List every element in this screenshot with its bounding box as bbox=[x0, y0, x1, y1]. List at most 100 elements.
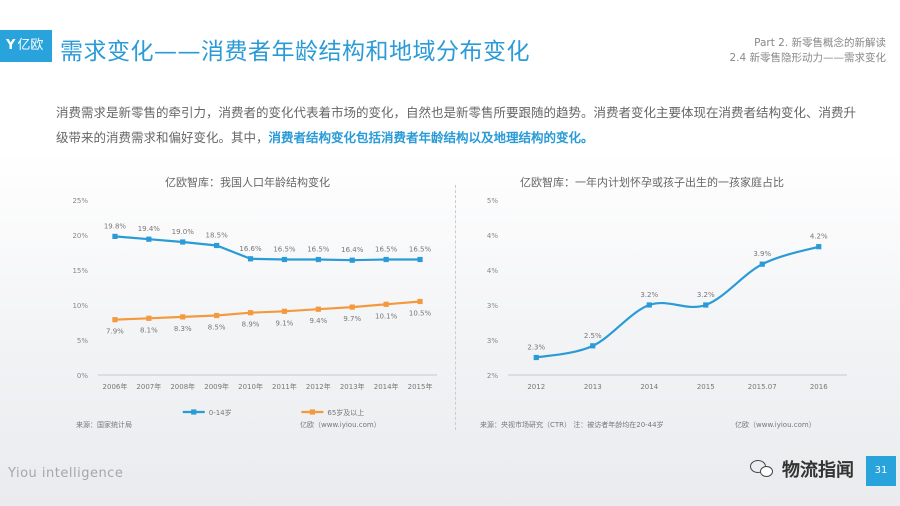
y-tick-label: 5% bbox=[77, 337, 88, 345]
data-point bbox=[180, 239, 186, 245]
data-point bbox=[533, 354, 539, 361]
x-tick-label: 2009年 bbox=[204, 382, 229, 391]
data-point bbox=[703, 302, 709, 308]
data-point bbox=[349, 257, 355, 263]
data-label: 8.1% bbox=[140, 326, 158, 334]
data-label: 16.4% bbox=[341, 246, 364, 254]
left-chart-credit: 亿欧（www.iyiou.com） bbox=[300, 421, 381, 429]
right-chart-credit: 亿欧（www.iyiou.com） bbox=[735, 421, 816, 429]
x-tick-label: 2015年 bbox=[408, 382, 433, 391]
right-chart-source: 来源：央视市场研究（CTR） 注：被访者年龄均在20-44岁 bbox=[480, 421, 664, 429]
series-line bbox=[114, 235, 421, 262]
data-point bbox=[816, 244, 822, 250]
page-number: 31 bbox=[866, 456, 896, 486]
y-tick-label: 5% bbox=[487, 197, 498, 205]
intro-paragraph: 消费需求是新零售的牵引力，消费者的变化代表着市场的变化，自然也是新零售所要跟随的… bbox=[56, 100, 856, 150]
data-label: 10.5% bbox=[409, 310, 432, 318]
data-label: 16.5% bbox=[273, 246, 296, 254]
x-tick-label: 2007年 bbox=[136, 382, 161, 391]
x-tick-label: 2006年 bbox=[103, 382, 128, 391]
x-tick-label: 2015 bbox=[697, 383, 715, 391]
left-chart-title: 亿欧智库：我国人口年龄结构变化 bbox=[165, 176, 330, 189]
background-shade bbox=[0, 150, 900, 506]
data-point bbox=[315, 256, 321, 263]
data-label: 18.5% bbox=[206, 232, 229, 240]
breadcrumb-section: 2.4 新零售隐形动力——需求变化 bbox=[729, 52, 886, 64]
data-label: 16.5% bbox=[307, 246, 330, 254]
data-point bbox=[590, 343, 596, 349]
data-label: 19.8% bbox=[104, 222, 127, 230]
legend-marker bbox=[309, 409, 315, 415]
logo-text: 亿欧 bbox=[17, 38, 44, 53]
x-tick-label: 2010年 bbox=[238, 382, 263, 391]
intro-text: 消费需求是新零售的牵引力，消费者的变化代表着市场的变化，自然也是新零售所要跟随的… bbox=[56, 105, 857, 145]
wechat-account-name: 物流指闻 bbox=[782, 460, 854, 481]
breadcrumb: Part 2. 新零售概念的新解读 2.4 新零售隐形动力——需求变化 bbox=[729, 36, 886, 66]
data-point bbox=[759, 261, 765, 267]
y-tick-label: 4% bbox=[487, 267, 498, 275]
data-label: 7.9% bbox=[106, 328, 124, 336]
legend-label: 65岁及以上 bbox=[327, 408, 364, 417]
y-tick-label: 3% bbox=[487, 302, 498, 310]
data-label: 19.0% bbox=[172, 228, 195, 236]
legend-marker bbox=[191, 409, 197, 415]
data-point bbox=[383, 301, 389, 307]
y-tick-label: 20% bbox=[72, 232, 88, 240]
logo: Y 亿欧 bbox=[0, 30, 52, 62]
data-point bbox=[112, 233, 118, 239]
data-label: 3.2% bbox=[697, 291, 715, 299]
data-point bbox=[247, 256, 254, 262]
data-point bbox=[214, 312, 220, 319]
x-tick-label: 2015.07 bbox=[748, 383, 777, 391]
y-tick-label: 25% bbox=[72, 197, 88, 205]
footer-brand: Yiou intelligence bbox=[8, 466, 124, 481]
x-tick-label: 2014 bbox=[640, 383, 658, 391]
data-point bbox=[383, 256, 389, 263]
data-label: 3.2% bbox=[640, 291, 658, 299]
data-point bbox=[417, 256, 423, 263]
y-tick-label: 3% bbox=[487, 337, 498, 345]
data-label: 10.1% bbox=[375, 312, 398, 320]
data-label: 16.5% bbox=[409, 246, 432, 254]
data-point bbox=[214, 242, 220, 249]
left-chart-source: 来源：国家统计局 bbox=[76, 421, 132, 429]
x-tick-label: 2013 bbox=[584, 383, 602, 391]
data-point bbox=[281, 256, 288, 263]
data-label: 16.6% bbox=[239, 245, 262, 253]
y-tick-label: 2% bbox=[487, 372, 498, 380]
data-point bbox=[646, 302, 652, 308]
data-point bbox=[281, 308, 288, 314]
data-point bbox=[315, 306, 321, 312]
data-label: 9.4% bbox=[309, 317, 327, 325]
y-tick-label: 15% bbox=[72, 267, 88, 275]
data-point bbox=[349, 304, 355, 310]
data-label: 9.1% bbox=[276, 319, 294, 327]
data-point bbox=[417, 298, 423, 305]
wechat-account: 物流指闻 bbox=[750, 456, 854, 482]
x-tick-label: 2016 bbox=[810, 383, 828, 391]
x-tick-label: 2012年 bbox=[306, 382, 331, 391]
data-point bbox=[112, 317, 118, 323]
data-label: 8.3% bbox=[174, 325, 192, 333]
x-tick-label: 2012 bbox=[527, 383, 545, 391]
legend-label: 0-14岁 bbox=[209, 408, 232, 417]
page-title: 需求变化——消费者年龄结构和地域分布变化 bbox=[60, 39, 530, 65]
chart-divider bbox=[455, 185, 456, 430]
y-tick-label: 4% bbox=[487, 232, 498, 240]
data-point bbox=[180, 314, 186, 320]
data-label: 8.5% bbox=[208, 324, 226, 332]
data-label: 9.7% bbox=[343, 315, 361, 323]
age-structure-chart: 0% 5% 10% 15% 20% 25% 2006年 2007年 2008年 2009年 2010… bbox=[72, 197, 437, 417]
logo-mark: Y bbox=[6, 38, 16, 53]
x-tick-label: 2011年 bbox=[272, 382, 297, 391]
data-point bbox=[146, 315, 152, 321]
right-chart-title: 亿欧智库：一年内计划怀孕或孩子出生的一孩家庭占比 bbox=[520, 176, 784, 189]
series-line bbox=[114, 300, 421, 321]
series-line bbox=[536, 245, 820, 359]
breadcrumb-part: Part 2. 新零售概念的新解读 bbox=[754, 37, 886, 49]
data-label: 8.9% bbox=[242, 321, 260, 329]
data-label: 4.2% bbox=[810, 233, 828, 241]
data-label: 2.5% bbox=[584, 332, 602, 340]
x-tick-label: 2008年 bbox=[170, 382, 195, 391]
data-label: 16.5% bbox=[375, 246, 398, 254]
